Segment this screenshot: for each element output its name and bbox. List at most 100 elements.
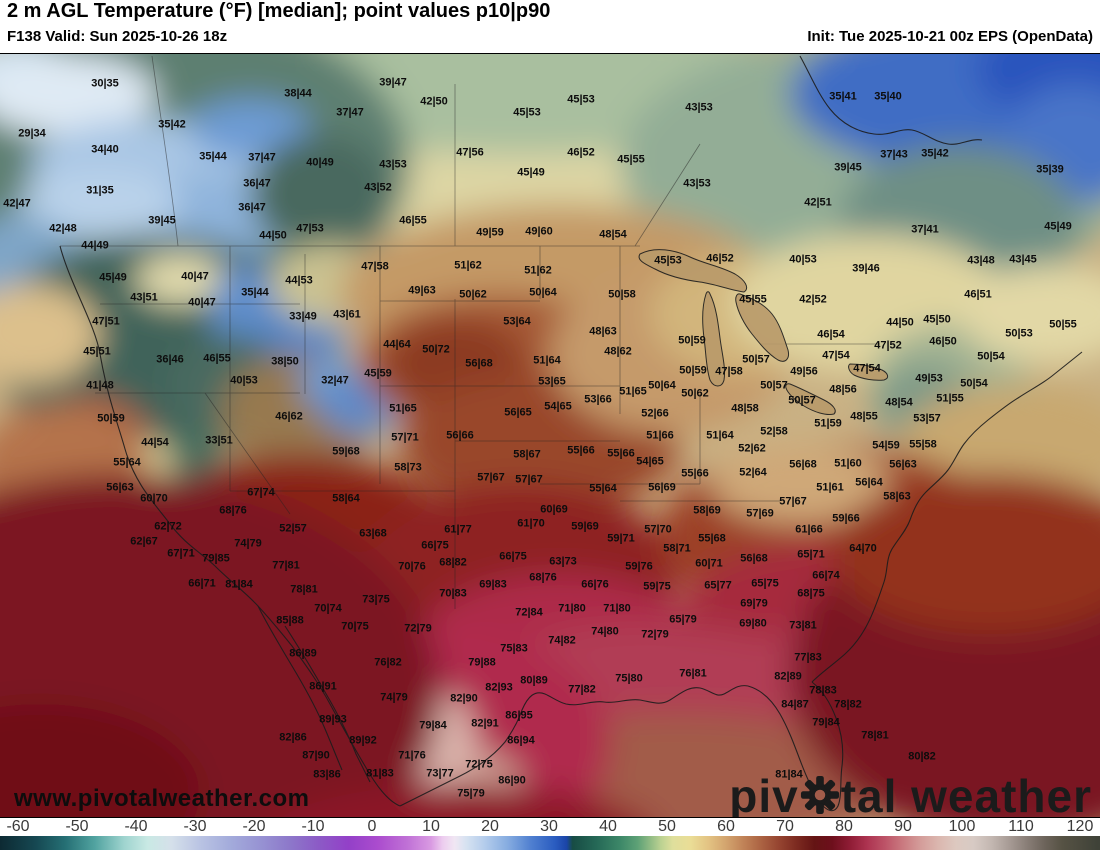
point-value-label: 45|53 [567, 93, 595, 106]
point-value-label: 50|57 [788, 394, 816, 407]
point-value-label: 57|67 [515, 473, 543, 486]
colorbar-tick: 60 [717, 818, 735, 835]
point-value-label: 43|45 [1009, 253, 1037, 266]
point-value-label: 89|93 [319, 713, 347, 726]
point-value-label: 73|81 [789, 619, 817, 632]
point-value-label: 81|84 [775, 768, 803, 781]
point-value-label: 73|75 [362, 593, 390, 606]
point-value-label: 57|69 [746, 507, 774, 520]
point-value-label: 86|94 [507, 734, 535, 747]
point-value-label: 50|59 [679, 364, 707, 377]
watermark-url: www.pivotalweather.com [14, 785, 310, 812]
colorbar-tick: 0 [367, 818, 377, 835]
point-value-label: 43|53 [379, 158, 407, 171]
point-value-label: 57|71 [391, 431, 419, 444]
point-value-label: 58|67 [513, 448, 541, 461]
point-value-label: 33|51 [205, 434, 233, 447]
point-value-label: 51|66 [646, 429, 674, 442]
point-value-label: 72|75 [465, 758, 493, 771]
point-value-label: 40|47 [181, 270, 209, 283]
colorbar-tick: 70 [776, 818, 794, 835]
point-value-label: 42|48 [49, 222, 77, 235]
point-value-label: 56|68 [740, 552, 768, 565]
point-value-label: 61|70 [517, 517, 545, 530]
point-value-label: 47|58 [361, 260, 389, 273]
point-value-label: 70|74 [314, 602, 342, 615]
point-value-label: 43|53 [685, 101, 713, 114]
point-value-label: 70|83 [439, 587, 467, 600]
point-value-label: 82|91 [471, 717, 499, 730]
point-value-label: 35|39 [1036, 163, 1064, 176]
point-value-label: 49|60 [525, 225, 553, 238]
gear-icon [800, 772, 840, 817]
point-value-label: 61|77 [444, 523, 472, 536]
point-value-label: 45|53 [654, 254, 682, 267]
point-value-label: 43|52 [364, 181, 392, 194]
point-value-label: 86|90 [498, 774, 526, 787]
point-value-label: 46|52 [706, 252, 734, 265]
point-value-label: 65|71 [797, 548, 825, 561]
point-value-label: 52|58 [760, 425, 788, 438]
point-value-label: 47|56 [456, 146, 484, 159]
point-value-label: 37|41 [911, 223, 939, 236]
point-value-label: 65|79 [669, 613, 697, 626]
colorbar-tick: 120 [1066, 818, 1094, 835]
point-value-label: 53|66 [584, 393, 612, 406]
point-value-label: 49|59 [476, 226, 504, 239]
point-value-label: 74|79 [234, 537, 262, 550]
point-value-label: 55|68 [698, 532, 726, 545]
point-value-label: 66|74 [812, 569, 840, 582]
point-value-label: 42|51 [804, 196, 832, 209]
colorbar-tick: 30 [540, 818, 558, 835]
point-value-label: 46|52 [567, 146, 595, 159]
point-value-label: 56|64 [855, 476, 883, 489]
point-value-label: 40|49 [306, 156, 334, 169]
point-value-label: 48|55 [850, 410, 878, 423]
point-value-label: 55|66 [607, 447, 635, 460]
point-value-label: 82|93 [485, 681, 513, 694]
map-background [0, 54, 1100, 817]
point-value-label: 75|79 [457, 787, 485, 800]
point-value-label: 70|76 [398, 560, 426, 573]
point-value-label: 50|57 [760, 379, 788, 392]
point-value-label: 50|55 [1049, 318, 1077, 331]
point-value-label: 78|83 [809, 684, 837, 697]
point-value-label: 69|83 [479, 578, 507, 591]
colorbar-ticks: -60 -50 -40 -30 -20 -10 0 10 20 30 40 50 60 70 80 90 100… [0, 818, 1100, 835]
point-value-label: 60|70 [140, 492, 168, 505]
point-value-label: 81|83 [366, 767, 394, 780]
colorbar-tick: 110 [1008, 818, 1034, 835]
point-value-label: 41|48 [86, 379, 114, 392]
colorbar-tick: 100 [948, 818, 976, 835]
point-value-label: 58|73 [394, 461, 422, 474]
point-value-label: 44|50 [259, 229, 287, 242]
point-value-label: 30|35 [91, 77, 119, 90]
point-value-label: 62|67 [130, 535, 158, 548]
point-value-label: 54|59 [872, 439, 900, 452]
point-value-label: 56|63 [106, 481, 134, 494]
point-value-label: 47|58 [715, 365, 743, 378]
point-value-label: 35|41 [829, 90, 857, 103]
point-value-label: 35|44 [199, 150, 227, 163]
point-value-label: 50|54 [977, 350, 1005, 363]
point-value-label: 66|76 [581, 578, 609, 591]
point-value-label: 59|66 [832, 512, 860, 525]
point-value-label: 46|55 [399, 214, 427, 227]
point-value-label: 74|82 [548, 634, 576, 647]
point-value-label: 59|75 [643, 580, 671, 593]
point-value-label: 47|54 [822, 349, 850, 362]
point-value-label: 50|64 [529, 286, 557, 299]
point-value-label: 43|61 [333, 308, 361, 321]
point-value-label: 38|50 [271, 355, 299, 368]
point-value-label: 52|64 [739, 466, 767, 479]
point-value-label: 68|82 [439, 556, 467, 569]
point-value-label: 71|80 [603, 602, 631, 615]
point-value-label: 80|82 [908, 750, 936, 763]
point-value-label: 51|65 [389, 402, 417, 415]
point-value-label: 58|64 [332, 492, 360, 505]
point-value-label: 64|70 [849, 542, 877, 555]
point-value-label: 57|67 [779, 495, 807, 508]
point-value-label: 60|71 [695, 557, 723, 570]
point-value-label: 40|47 [188, 296, 216, 309]
point-value-label: 56|68 [465, 357, 493, 370]
